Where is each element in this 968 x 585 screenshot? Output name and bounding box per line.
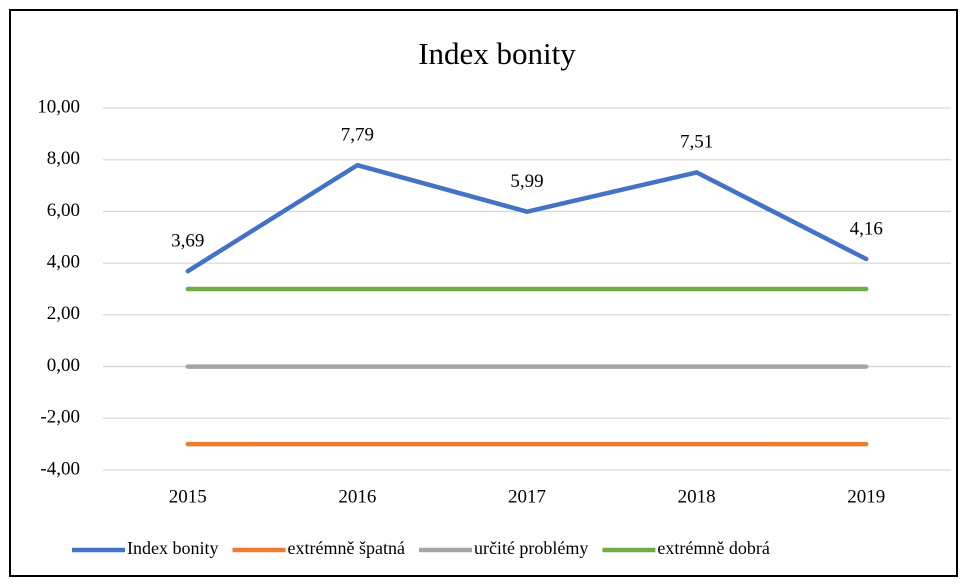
legend-label: extrémně špatná <box>288 538 405 558</box>
y-tick-label: 6,00 <box>47 200 80 221</box>
series-line <box>185 162 869 274</box>
x-tick-label: 2018 <box>678 486 716 507</box>
y-tick-label: 10,00 <box>37 96 80 117</box>
legend-label: extrémně dobrá <box>657 538 769 558</box>
x-tick-label: 2016 <box>338 486 376 507</box>
y-tick-label: 0,00 <box>47 355 80 376</box>
y-tick-label: -4,00 <box>40 458 80 479</box>
x-tick-label: 2015 <box>169 486 207 507</box>
data-label: 7,51 <box>680 132 713 153</box>
legend-label: Index bonity <box>127 538 219 558</box>
chart-border <box>9 9 958 577</box>
y-tick-label: 2,00 <box>47 303 80 324</box>
data-label: 4,16 <box>850 218 883 239</box>
data-label: 5,99 <box>510 171 543 192</box>
data-label: 3,69 <box>171 231 204 252</box>
x-tick-label: 2017 <box>508 486 546 507</box>
y-tick-label: 8,00 <box>47 148 80 169</box>
x-tick-label: 2019 <box>847 486 885 507</box>
legend-label: určité problémy <box>474 538 588 558</box>
chart-title: Index bonity <box>418 36 576 71</box>
data-label: 7,79 <box>341 125 374 146</box>
y-tick-label: -2,00 <box>40 407 80 428</box>
y-tick-label: 4,00 <box>47 252 80 273</box>
